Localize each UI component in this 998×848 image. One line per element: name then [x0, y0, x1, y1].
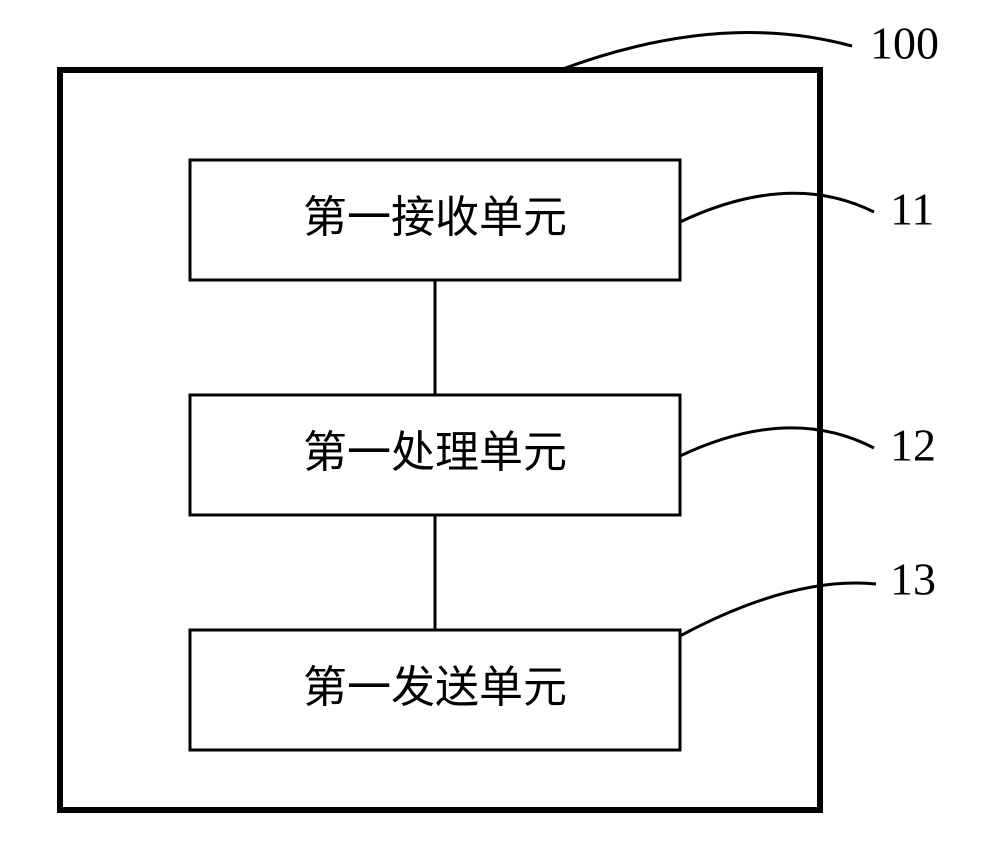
outer-leader: [560, 33, 852, 71]
leader-line: [680, 583, 876, 636]
block-diagram: 100 第一接收单元 11 第一处理单元 12 第一发送单元 13: [0, 0, 998, 848]
node-label: 第一发送单元: [303, 663, 567, 712]
node-n2: 第一处理单元 12: [190, 395, 936, 515]
ref-label: 13: [890, 554, 936, 605]
node-label: 第一处理单元: [303, 428, 567, 477]
leader-line: [680, 428, 874, 456]
outer-ref-label: 100: [870, 18, 939, 69]
ref-label: 11: [890, 184, 934, 235]
ref-label: 12: [890, 420, 936, 471]
node-label: 第一接收单元: [303, 193, 567, 242]
leader-line: [680, 193, 874, 222]
nodes-layer: 第一接收单元 11 第一处理单元 12 第一发送单元 13: [190, 160, 936, 750]
node-n3: 第一发送单元 13: [190, 554, 936, 750]
